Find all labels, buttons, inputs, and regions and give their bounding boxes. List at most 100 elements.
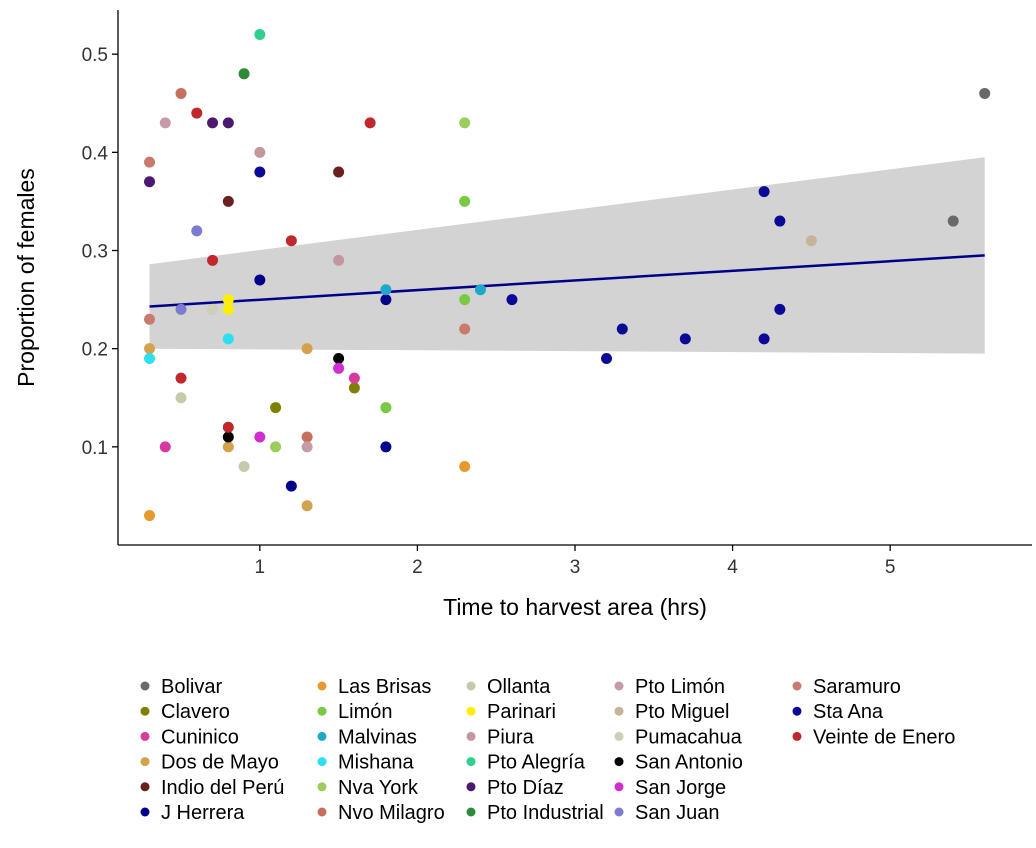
- legend-key: [792, 706, 802, 716]
- legend-key: [614, 782, 624, 792]
- data-point: [144, 510, 156, 522]
- legend-label: Malvinas: [338, 726, 417, 748]
- data-point: [616, 323, 628, 335]
- data-point: [774, 215, 786, 227]
- legend-key: [614, 731, 624, 741]
- legend-item: Pto Díaz: [466, 777, 564, 799]
- legend-item: Saramuro: [792, 676, 901, 698]
- data-point: [254, 431, 266, 443]
- data-point: [222, 333, 234, 345]
- legend-label: San Antonio: [635, 752, 743, 774]
- trend-line-layer: [149, 254, 985, 308]
- data-point: [254, 274, 266, 286]
- data-point: [459, 460, 471, 472]
- legend-label: Sta Ana: [813, 701, 884, 723]
- legend-item: Clavero: [140, 701, 230, 723]
- legend-item: Mishana: [317, 752, 414, 774]
- data-point: [159, 441, 171, 453]
- data-point: [474, 284, 486, 296]
- data-point: [270, 402, 282, 414]
- legend-label: Pto Limón: [635, 676, 725, 698]
- legend-label: Veinte de Enero: [813, 726, 955, 748]
- legend-key: [614, 681, 624, 691]
- data-point: [285, 235, 297, 247]
- legend-key: [466, 731, 476, 741]
- data-point: [285, 480, 297, 492]
- legend-item: Veinte de Enero: [792, 726, 955, 748]
- data-point: [222, 441, 234, 453]
- y-axis-title: Proportion of females: [13, 168, 39, 387]
- legend-label: Bolivar: [161, 676, 222, 698]
- legend-key: [140, 681, 150, 691]
- data-point: [159, 117, 171, 129]
- data-point: [222, 294, 234, 306]
- legend-item: Las Brisas: [317, 676, 431, 698]
- legend-label: Parinari: [487, 701, 556, 723]
- legend-key: [614, 757, 624, 767]
- legend-item: Parinari: [466, 701, 556, 723]
- legend-label: Pto Industrial: [487, 802, 604, 824]
- legend-label: Dos de Mayo: [161, 752, 279, 774]
- data-point: [333, 362, 345, 374]
- data-point: [254, 166, 266, 178]
- legend-label: Pto Alegría: [487, 752, 586, 774]
- data-point: [175, 303, 187, 315]
- data-point: [144, 176, 156, 188]
- data-point: [380, 294, 392, 306]
- y-tick-label: 0.3: [82, 242, 108, 263]
- legend-key: [614, 706, 624, 716]
- legend-item: Cuninico: [140, 726, 239, 748]
- legend-label: Nva York: [338, 777, 419, 799]
- x-tick-label: 5: [885, 557, 896, 578]
- legend-item: Piura: [466, 726, 535, 748]
- y-tick-label: 0.1: [82, 438, 108, 459]
- legend-key: [614, 807, 624, 817]
- legend-key: [466, 681, 476, 691]
- legend-key: [140, 706, 150, 716]
- legend-label: Ollanta: [487, 676, 551, 698]
- legend-label: Indio del Perú: [161, 777, 284, 799]
- data-point: [222, 195, 234, 207]
- data-point: [758, 186, 770, 198]
- legend-key: [792, 681, 802, 691]
- data-point: [774, 303, 786, 315]
- data-point: [679, 333, 691, 345]
- data-point: [506, 294, 518, 306]
- data-point: [238, 460, 250, 472]
- data-point: [175, 87, 187, 99]
- legend-item: Pto Limón: [614, 676, 725, 698]
- legend-label: Pto Díaz: [487, 777, 564, 799]
- legend-item: Nvo Milagro: [317, 802, 445, 824]
- trend-line: [149, 254, 985, 308]
- data-point: [191, 107, 203, 119]
- legend-label: Las Brisas: [338, 676, 431, 698]
- data-point: [175, 392, 187, 404]
- legend-label: San Jorge: [635, 777, 726, 799]
- legend-key: [466, 807, 476, 817]
- legend-item: Nva York: [317, 777, 419, 799]
- data-point: [979, 87, 991, 99]
- data-point: [144, 352, 156, 364]
- data-point: [947, 215, 959, 227]
- x-tick-label: 3: [570, 557, 581, 578]
- data-point: [333, 352, 345, 364]
- legend-item: San Juan: [614, 802, 720, 824]
- confidence-band: [149, 157, 985, 354]
- legend-key: [317, 681, 327, 691]
- legend-item: Limón: [317, 701, 392, 723]
- y-tick-label: 0.4: [82, 143, 109, 164]
- legend-key: [317, 757, 327, 767]
- data-point: [380, 402, 392, 414]
- legend-label: Limón: [338, 701, 392, 723]
- legend-key: [317, 706, 327, 716]
- legend-item: Dos de Mayo: [140, 752, 279, 774]
- data-point: [459, 195, 471, 207]
- legend-item: Pto Miguel: [614, 701, 730, 723]
- data-point: [459, 117, 471, 129]
- axes-layer: 1 2 3 4 5 0.1 0.2 0.3 0.4 0.5 Time to harvest area…: [13, 10, 1032, 620]
- data-point: [380, 284, 392, 296]
- data-point: [207, 117, 219, 129]
- data-point: [301, 431, 313, 443]
- data-point: [191, 225, 203, 237]
